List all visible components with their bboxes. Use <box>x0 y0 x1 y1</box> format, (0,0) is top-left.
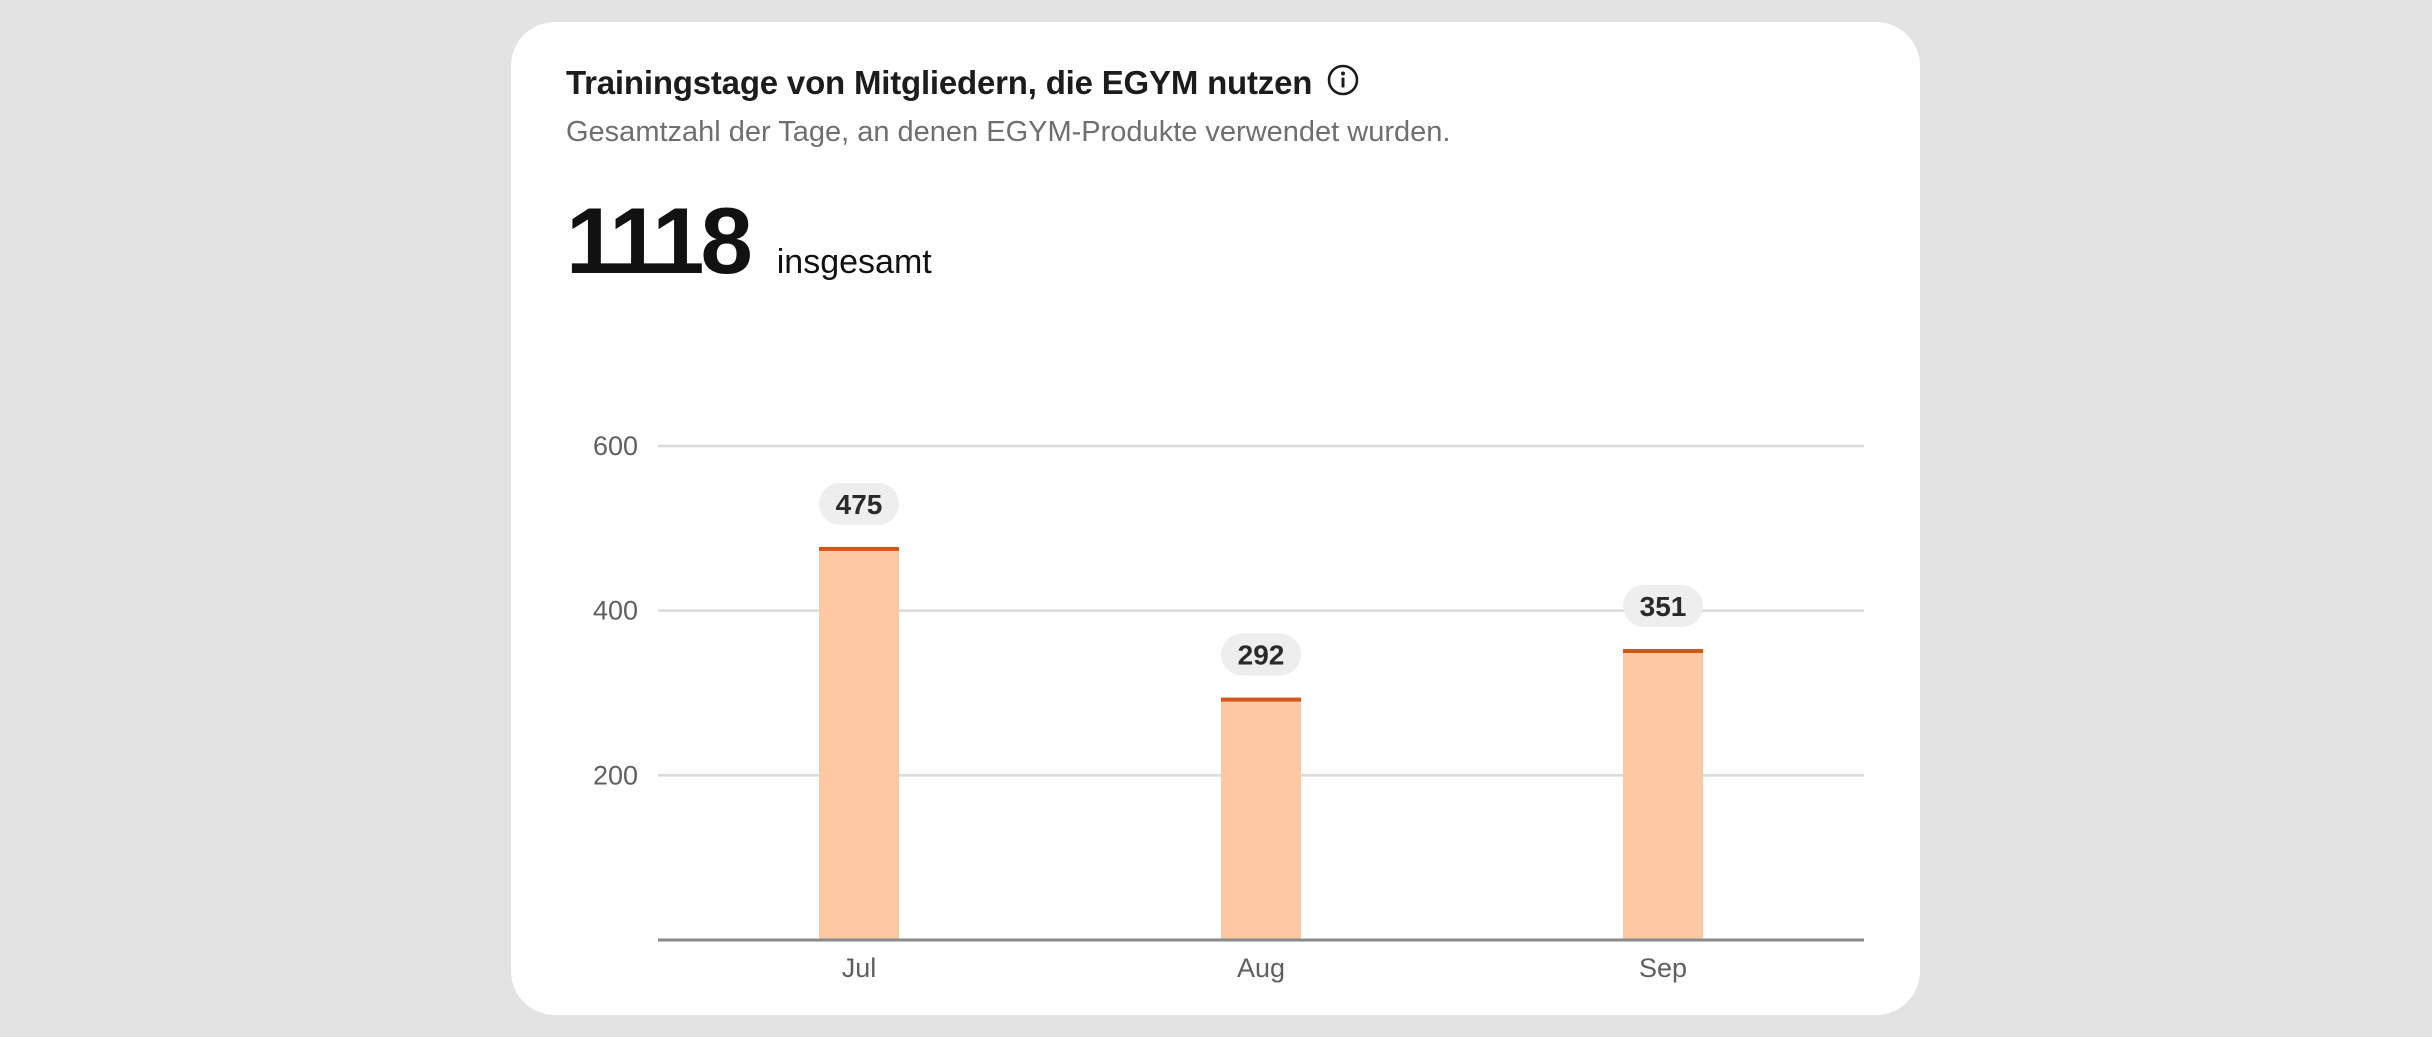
bar <box>1623 651 1703 940</box>
x-tick-label: Sep <box>1639 953 1687 983</box>
total-value: 1118 <box>566 188 753 293</box>
y-tick-label: 600 <box>593 431 638 461</box>
title-row: Trainingstage von Mitgliedern, die EGYM … <box>566 64 1866 102</box>
x-tick-label: Jul <box>842 953 877 983</box>
value-label-bg <box>819 482 899 525</box>
bar-top-line <box>1221 697 1301 702</box>
bar-top-line <box>1623 649 1703 654</box>
bar-top-line <box>819 546 899 551</box>
bar <box>819 548 899 940</box>
value-label: 292 <box>1238 640 1285 671</box>
total-summary: 1118 insgesamt <box>566 187 932 295</box>
card-subtitle: Gesamtzahl der Tage, an denen EGYM-Produ… <box>566 116 1451 148</box>
y-tick-label: 200 <box>593 760 638 790</box>
value-label: 475 <box>836 489 883 520</box>
y-tick-label: 400 <box>593 596 638 626</box>
chart-card: Trainingstage von Mitgliedern, die EGYM … <box>511 22 1920 1015</box>
value-label-bg <box>1221 633 1301 676</box>
card-title: Trainingstage von Mitgliedern, die EGYM … <box>566 64 1313 101</box>
value-label: 351 <box>1640 591 1687 622</box>
card-header: Trainingstage von Mitgliedern, die EGYM … <box>566 64 1866 149</box>
total-label: insgesamt <box>776 243 932 281</box>
bar-chart: 200 400 600 475 Jul 292 Aug 351 Sep <box>593 431 1864 983</box>
info-circle-icon[interactable] <box>1326 63 1360 97</box>
bar <box>1221 699 1301 940</box>
x-tick-label: Aug <box>1237 953 1285 983</box>
value-label-bg <box>1623 585 1703 628</box>
